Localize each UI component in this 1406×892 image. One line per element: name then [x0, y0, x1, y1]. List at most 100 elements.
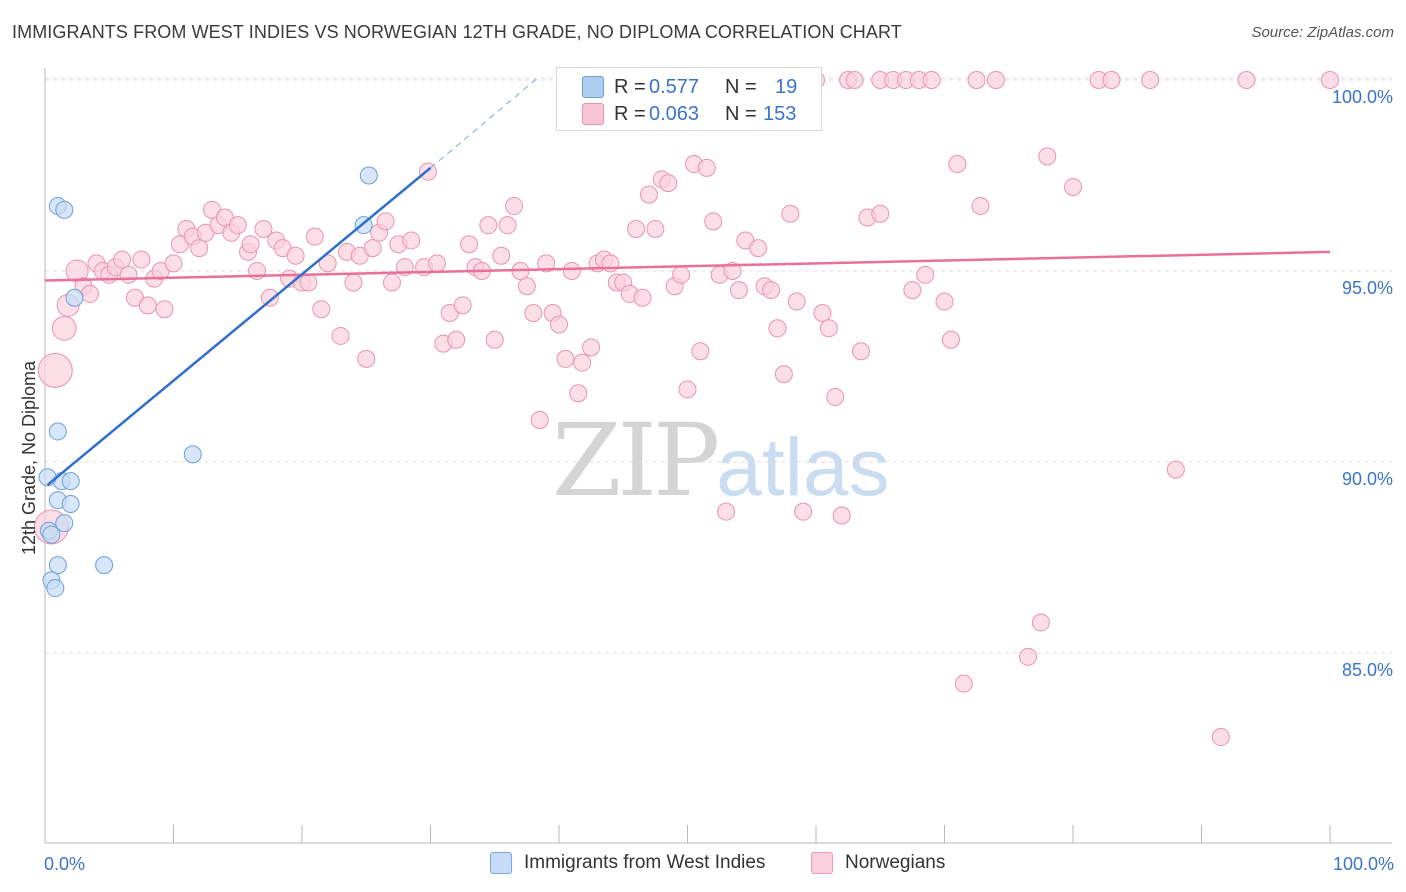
data-point [517, 277, 536, 296]
data-point [573, 353, 592, 372]
data-point [46, 579, 65, 598]
y-tick-label: 95.0% [1342, 278, 1393, 298]
data-point [530, 410, 549, 429]
legend-swatch-norwegians [582, 103, 604, 125]
data-point [155, 300, 174, 319]
data-point [1237, 71, 1256, 89]
data-point [524, 304, 543, 323]
legend-item-norwegians[interactable]: Norwegians [811, 852, 945, 874]
data-point [729, 281, 748, 300]
data-point [95, 556, 114, 575]
data-point [832, 506, 851, 525]
data-point [781, 204, 800, 223]
n-value-west-indies: 19 [775, 75, 798, 98]
data-point [697, 158, 716, 177]
data-point [498, 216, 517, 235]
trend-line-west-indies-extension [430, 75, 541, 169]
data-point [138, 296, 157, 315]
legend-label-west-indies: Immigrants from West Indies [524, 852, 766, 873]
data-point [562, 262, 581, 280]
trend-lines [44, 75, 1331, 486]
data-point [492, 246, 511, 265]
data-point [357, 349, 376, 368]
data-point [762, 281, 781, 300]
data-point [305, 227, 324, 246]
r-label: R = [614, 75, 646, 98]
legend-item-west-indies[interactable]: Immigrants from West Indies [490, 852, 765, 874]
legend-row-norwegians: R = 0.063 N = 153 [557, 100, 821, 128]
data-point [903, 281, 922, 300]
data-point [787, 292, 806, 311]
data-point [723, 262, 742, 280]
data-point [42, 525, 61, 544]
watermark-atlas: atlas [716, 422, 890, 513]
trend-line-west-indies [46, 166, 432, 486]
y-axis-label: 12th Grade, No Diploma [19, 360, 39, 555]
data-point [113, 250, 132, 269]
data-point [704, 212, 723, 231]
correlation-legend: R = 0.577 N = 19 R = 0.063 N = 153 [556, 67, 822, 131]
data-point [80, 284, 99, 303]
data-point [190, 239, 209, 258]
x-axis-ticks [44, 825, 1331, 843]
data-point [1038, 147, 1057, 166]
data-point [1166, 460, 1185, 479]
y-tick-label: 100.0% [1332, 87, 1393, 107]
data-point [48, 422, 67, 441]
data-point [505, 197, 524, 216]
data-point [363, 239, 382, 258]
y-tick-label: 90.0% [1342, 469, 1393, 489]
data-point [132, 250, 151, 269]
data-point [61, 472, 80, 491]
data-point [556, 349, 575, 368]
y-tick-label: 85.0% [1342, 660, 1393, 680]
data-point [659, 174, 678, 193]
data-point [627, 219, 646, 238]
data-point [37, 352, 73, 388]
data-point [922, 71, 941, 89]
r-label: R = [614, 102, 646, 125]
series-legend: Immigrants from West Indies Norwegians [0, 852, 1406, 878]
data-point [967, 71, 986, 89]
data-point [1064, 177, 1082, 196]
data-point [1019, 647, 1038, 666]
data-point [1321, 71, 1339, 89]
data-point [376, 212, 395, 231]
data-point [241, 235, 260, 254]
data-point [382, 273, 401, 292]
gridlines [45, 77, 1392, 654]
n-label: N = [725, 102, 757, 125]
legend-swatch-west-indies [490, 852, 512, 874]
r-value-norwegians: 0.063 [649, 102, 700, 125]
data-point [331, 326, 350, 345]
chart-title: IMMIGRANTS FROM WEST INDIES VS NORWEGIAN… [12, 22, 902, 42]
data-point [164, 254, 183, 273]
data-point [639, 185, 658, 204]
data-point [935, 292, 954, 311]
data-point [582, 338, 601, 357]
data-point [845, 71, 864, 89]
west-indies-points [38, 166, 378, 598]
data-point [813, 304, 832, 323]
data-point [318, 254, 337, 273]
data-point [55, 514, 74, 533]
data-point [479, 216, 498, 235]
legend-swatch-west-indies [582, 76, 604, 98]
data-point [717, 502, 736, 521]
data-point [1031, 613, 1050, 632]
x-tick-label-max: 100.0% [1333, 854, 1394, 874]
data-point [986, 71, 1005, 89]
r-value-west-indies: 0.577 [649, 75, 700, 98]
data-point [826, 388, 845, 407]
data-point [569, 384, 588, 403]
legend-swatch-norwegians [811, 852, 833, 874]
y-axis-tick-labels: 85.0% 90.0% 95.0% 100.0% [1332, 87, 1393, 680]
data-point [359, 166, 378, 185]
data-point [402, 231, 421, 250]
data-point [774, 365, 793, 384]
data-point [678, 380, 697, 399]
legend-row-west-indies: R = 0.577 N = 19 [557, 73, 821, 101]
data-point [954, 674, 973, 693]
data-point [749, 239, 768, 258]
data-point [344, 273, 363, 292]
